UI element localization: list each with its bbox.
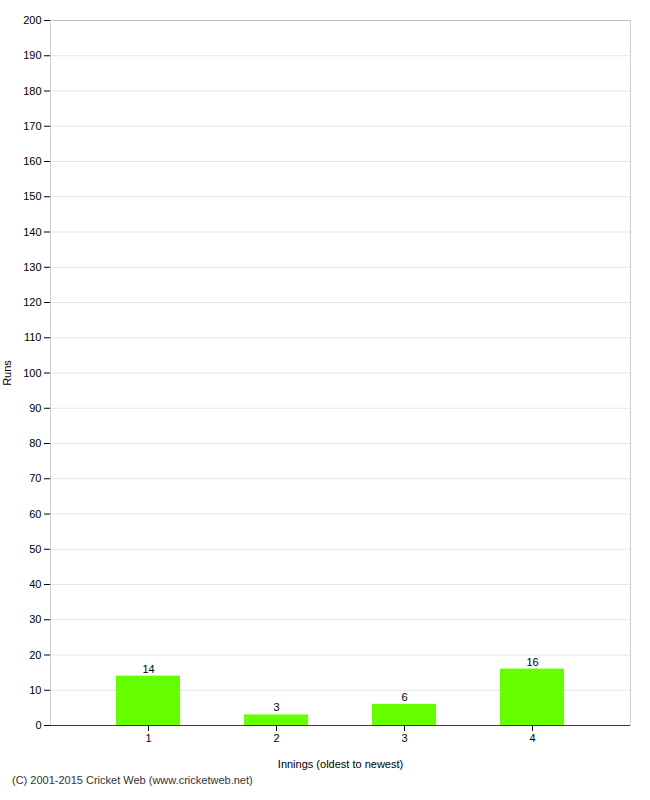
svg-text:3: 3 [273, 701, 279, 713]
svg-text:180: 180 [23, 85, 41, 97]
svg-text:110: 110 [24, 331, 42, 343]
svg-text:60: 60 [29, 508, 41, 520]
svg-text:120: 120 [23, 296, 41, 308]
svg-text:16: 16 [526, 656, 538, 668]
svg-text:190: 190 [23, 49, 41, 61]
svg-text:160: 160 [23, 155, 41, 167]
svg-text:20: 20 [29, 649, 41, 661]
svg-text:10: 10 [29, 684, 41, 696]
svg-text:3: 3 [401, 732, 407, 744]
svg-text:140: 140 [23, 226, 41, 238]
svg-text:4: 4 [529, 732, 535, 744]
svg-text:100: 100 [23, 367, 41, 379]
svg-text:30: 30 [29, 613, 41, 625]
svg-text:80: 80 [29, 437, 41, 449]
html-text:(C) 2001-2015 Cricket Web (www: (C) 2001-2015 Cricket Web (www.cricketwe… [12, 774, 253, 786]
svg-text:200: 200 [23, 14, 41, 26]
svg-text:50: 50 [29, 543, 41, 555]
svg-text:14: 14 [142, 663, 154, 675]
svg-text:130: 130 [23, 261, 41, 273]
svg-text:90: 90 [29, 402, 41, 414]
svg-text:2: 2 [273, 732, 279, 744]
svg-text:Innings (oldest to newest): Innings (oldest to newest) [278, 758, 403, 770]
svg-text:1: 1 [145, 732, 151, 744]
svg-text:150: 150 [23, 190, 41, 202]
svg-text:0: 0 [35, 719, 41, 731]
svg-text:40: 40 [29, 578, 41, 590]
svg-text:Runs: Runs [1, 360, 13, 386]
svg-text:170: 170 [23, 120, 41, 132]
svg-text:70: 70 [29, 472, 41, 484]
svg-text:6: 6 [401, 691, 407, 703]
